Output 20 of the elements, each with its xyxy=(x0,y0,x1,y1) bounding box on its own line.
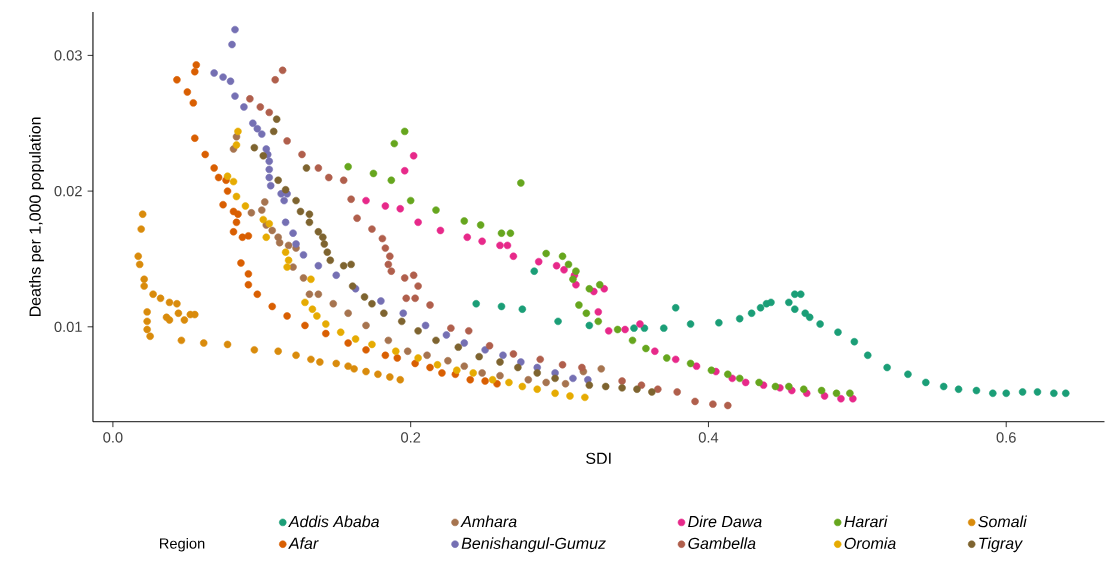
x-tick-label: 0.0 xyxy=(103,432,123,443)
legend-label: Tigray xyxy=(979,537,1023,553)
legend-label: Somali xyxy=(978,515,1028,528)
legend-label: Addis Ababa xyxy=(288,515,380,528)
y-tick-label: 0.01 xyxy=(54,321,82,333)
legend-label: Amhara xyxy=(460,515,517,528)
y-axis-title: Deaths per 1,000 population xyxy=(29,117,44,317)
legend-label: Oromia xyxy=(844,537,896,550)
x-tick-label: 0.6 xyxy=(996,432,1016,443)
legend-label: Harari xyxy=(844,515,888,528)
legend-title: Region xyxy=(160,538,205,552)
legend-label: Benishangul-Gumuz xyxy=(461,537,606,553)
y-tick-label: 0.02 xyxy=(54,186,82,197)
legend-label: Dire Dawa xyxy=(688,515,762,528)
x-tick-label: 0.2 xyxy=(401,432,421,443)
legend-label: Gambella xyxy=(688,537,756,550)
x-axis-title: SDI xyxy=(586,452,611,465)
y-tick-label: 0.03 xyxy=(54,50,82,61)
legend-label: Afar xyxy=(288,537,319,550)
x-tick-label: 0.4 xyxy=(698,432,719,443)
